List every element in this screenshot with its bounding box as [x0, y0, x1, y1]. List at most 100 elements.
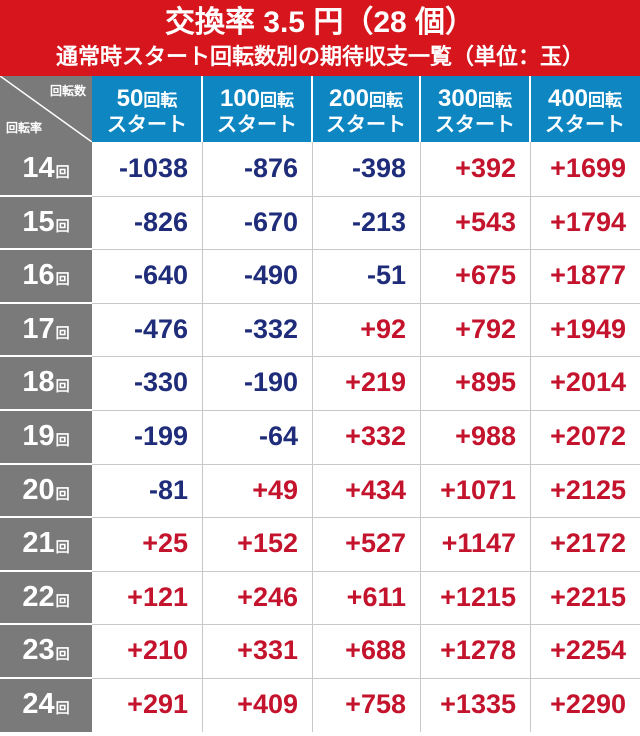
table-corner-header: 回転数 回転率 — [0, 76, 92, 142]
column-header-divider — [419, 76, 421, 142]
column-header-spins: 300回転 — [420, 86, 530, 114]
expected-value-table: 回転数 回転率 50回転 スタート 100回転 スタート 200回転 スタート 300回転ス… — [0, 76, 640, 732]
row-header-unit: 回 — [55, 217, 70, 234]
row-header-number: 24 — [22, 688, 55, 720]
row-divider — [92, 624, 640, 626]
row-header-rate-21: 21回 — [0, 517, 92, 571]
column-header-start: スタート — [326, 114, 406, 136]
table-cell: +758 — [312, 678, 420, 732]
table-cell: +2290 — [530, 678, 640, 732]
row-header-divider — [0, 355, 92, 358]
diagonal-divider-icon — [0, 76, 92, 142]
table-cell: +895 — [420, 356, 530, 410]
column-header-divider — [201, 76, 203, 142]
row-header-unit: 回 — [55, 539, 70, 556]
row-header-rate-15: 15回 — [0, 195, 92, 250]
row-header-number: 20 — [22, 473, 55, 506]
column-header-number: 50 — [116, 85, 144, 112]
column-header-start: スタート — [217, 114, 297, 136]
column-header-50: 50回転 スタート — [92, 76, 202, 142]
table-cell: +210 — [92, 624, 202, 678]
row-header-rate-16: 16回 — [0, 249, 92, 303]
column-header-unit: 回転 — [143, 91, 178, 110]
table-cell: +332 — [312, 410, 420, 464]
table-cell: -490 — [202, 249, 312, 303]
column-header-spins: 400回転 — [530, 86, 640, 114]
row-header-rate-18: 18回 — [0, 356, 92, 410]
corner-label-spins: 回転数 — [49, 84, 86, 98]
table-cell: +392 — [420, 142, 530, 196]
table-cell: +611 — [312, 570, 420, 625]
column-header-400: 400回転 スタート — [530, 76, 640, 142]
row-header-number: 14 — [22, 152, 55, 184]
column-header-unit: 回転 — [478, 91, 513, 110]
table-cell: -670 — [202, 195, 312, 250]
table-cell: +1949 — [530, 302, 640, 357]
column-divider — [530, 142, 531, 732]
table-cell: +792 — [420, 302, 530, 357]
table-cell: -876 — [202, 142, 312, 196]
table-cell: -199 — [92, 410, 202, 464]
table-cell: +2014 — [530, 356, 640, 410]
table-cell: -190 — [202, 356, 312, 410]
row-header-rate-17: 17回 — [0, 302, 92, 357]
column-header-number: 400 — [547, 85, 589, 112]
row-header-number: 17 — [22, 312, 55, 345]
row-header-number: 21 — [22, 527, 55, 560]
column-header-divider — [529, 76, 531, 142]
table-cell: +2072 — [530, 410, 640, 464]
row-header-rate-20: 20回 — [0, 463, 92, 518]
table-cell: +675 — [420, 249, 530, 303]
row-divider — [92, 517, 640, 519]
row-divider — [92, 195, 640, 197]
table-cell: +1699 — [530, 142, 640, 196]
column-header-unit: 回転 — [260, 91, 295, 110]
table-cell: -81 — [92, 463, 202, 518]
row-header-rate-24: 24回 — [0, 678, 92, 732]
row-header-number: 16 — [22, 259, 55, 292]
row-header-unit: 回 — [55, 592, 70, 609]
table-cell: +25 — [92, 517, 202, 571]
row-divider — [92, 249, 640, 251]
table-cell: +1071 — [420, 463, 530, 518]
table-cell: -1038 — [92, 142, 202, 196]
row-header-number: 18 — [22, 366, 55, 399]
row-divider — [92, 570, 640, 572]
row-header-divider — [0, 677, 92, 679]
table-cell: +2254 — [530, 624, 640, 678]
table-cell: +2172 — [530, 517, 640, 571]
table-cell: +1877 — [530, 249, 640, 303]
row-header-divider — [0, 569, 92, 572]
table-cell: +152 — [202, 517, 312, 571]
row-header-rate-14: 14回 — [0, 142, 92, 196]
column-header-spins: 50回転 — [92, 86, 202, 114]
column-header-start: スタート — [107, 114, 187, 136]
title-banner: 交換率 3.5 円（28 個） 通常時スタート回転数別の期待収支一覧（単位：玉） — [0, 0, 640, 76]
table-cell: +2215 — [530, 570, 640, 625]
column-header-100: 100回転 スタート — [202, 76, 312, 142]
row-header-number: 15 — [22, 205, 55, 238]
column-divider — [420, 142, 421, 732]
row-divider — [92, 410, 640, 411]
row-header-unit: 回 — [55, 164, 70, 180]
table-cell: +49 — [202, 463, 312, 518]
column-header-divider — [311, 76, 313, 142]
table-cell: -826 — [92, 195, 202, 250]
row-header-unit: 回 — [55, 378, 70, 395]
row-header-divider — [0, 516, 92, 519]
row-divider — [92, 356, 640, 358]
row-header-rate-19: 19回 — [0, 410, 92, 464]
table-cell: +121 — [92, 570, 202, 625]
column-header-unit: 回転 — [588, 91, 623, 110]
column-header-spins: 200回転 — [312, 86, 420, 114]
table-cell: -332 — [202, 302, 312, 357]
column-header-300: 300回転 スタート — [420, 76, 530, 142]
table-cell: +688 — [312, 624, 420, 678]
row-header-divider — [0, 248, 92, 251]
table-cell: +246 — [202, 570, 312, 625]
row-header-divider — [0, 301, 92, 304]
table-cell: +543 — [420, 195, 530, 250]
column-header-200: 200回転 スタート — [312, 76, 420, 142]
row-header-divider — [0, 462, 92, 465]
table-cell: +92 — [312, 302, 420, 357]
